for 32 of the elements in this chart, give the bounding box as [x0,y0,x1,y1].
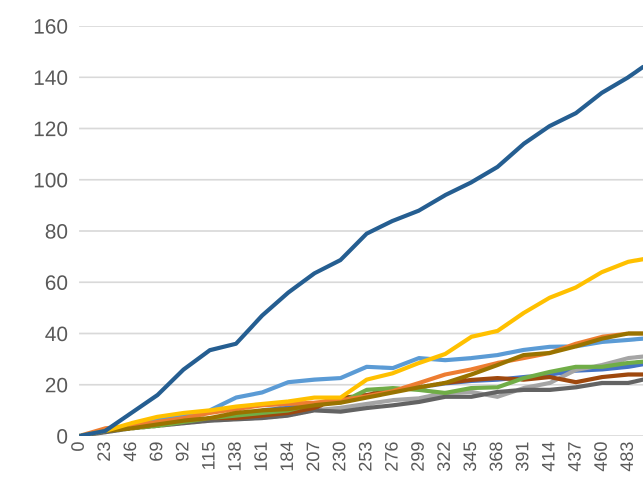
y-tick-label: 40 [45,326,68,342]
x-tick-label: 69 [150,442,162,461]
x-tick-label: 414 [542,442,554,472]
line-series [79,64,643,436]
y-tick-label: 60 [46,275,68,290]
x-tick-label: 115 [202,442,215,469]
x-tick-label: 23 [97,442,110,461]
y-tick-label: 20 [46,378,68,393]
y-tick-label: 80 [46,224,68,239]
x-tick-label: 368 [490,442,502,471]
y-tick-label: 160 [34,19,68,34]
x-tick-label: 207 [306,442,320,471]
x-tick-label: 391 [516,442,528,471]
x-tick-label: 253 [358,442,372,471]
x-tick-label: 230 [332,442,346,471]
x-tick-label: 483 [620,442,634,472]
x-tick-label: 0 [71,442,84,451]
y-tick-label: 0 [57,429,68,444]
x-tick-label: 46 [123,442,136,462]
x-tick-label: 138 [228,442,241,470]
x-tick-label: 345 [463,442,476,471]
x-tick-label: 299 [411,442,424,471]
x-tick-label: 322 [437,442,450,471]
y-tick-label: 100 [34,172,68,188]
x-tick-label: 92 [176,442,189,461]
y-tick-label: 120 [34,122,68,136]
x-tick-label: 437 [568,442,581,472]
x-tick-label: 184 [280,442,294,470]
y-tick-label: 140 [34,70,68,86]
x-tick-label: 161 [254,442,267,470]
x-tick-label: 460 [594,442,607,472]
x-tick-label: 276 [384,442,398,471]
